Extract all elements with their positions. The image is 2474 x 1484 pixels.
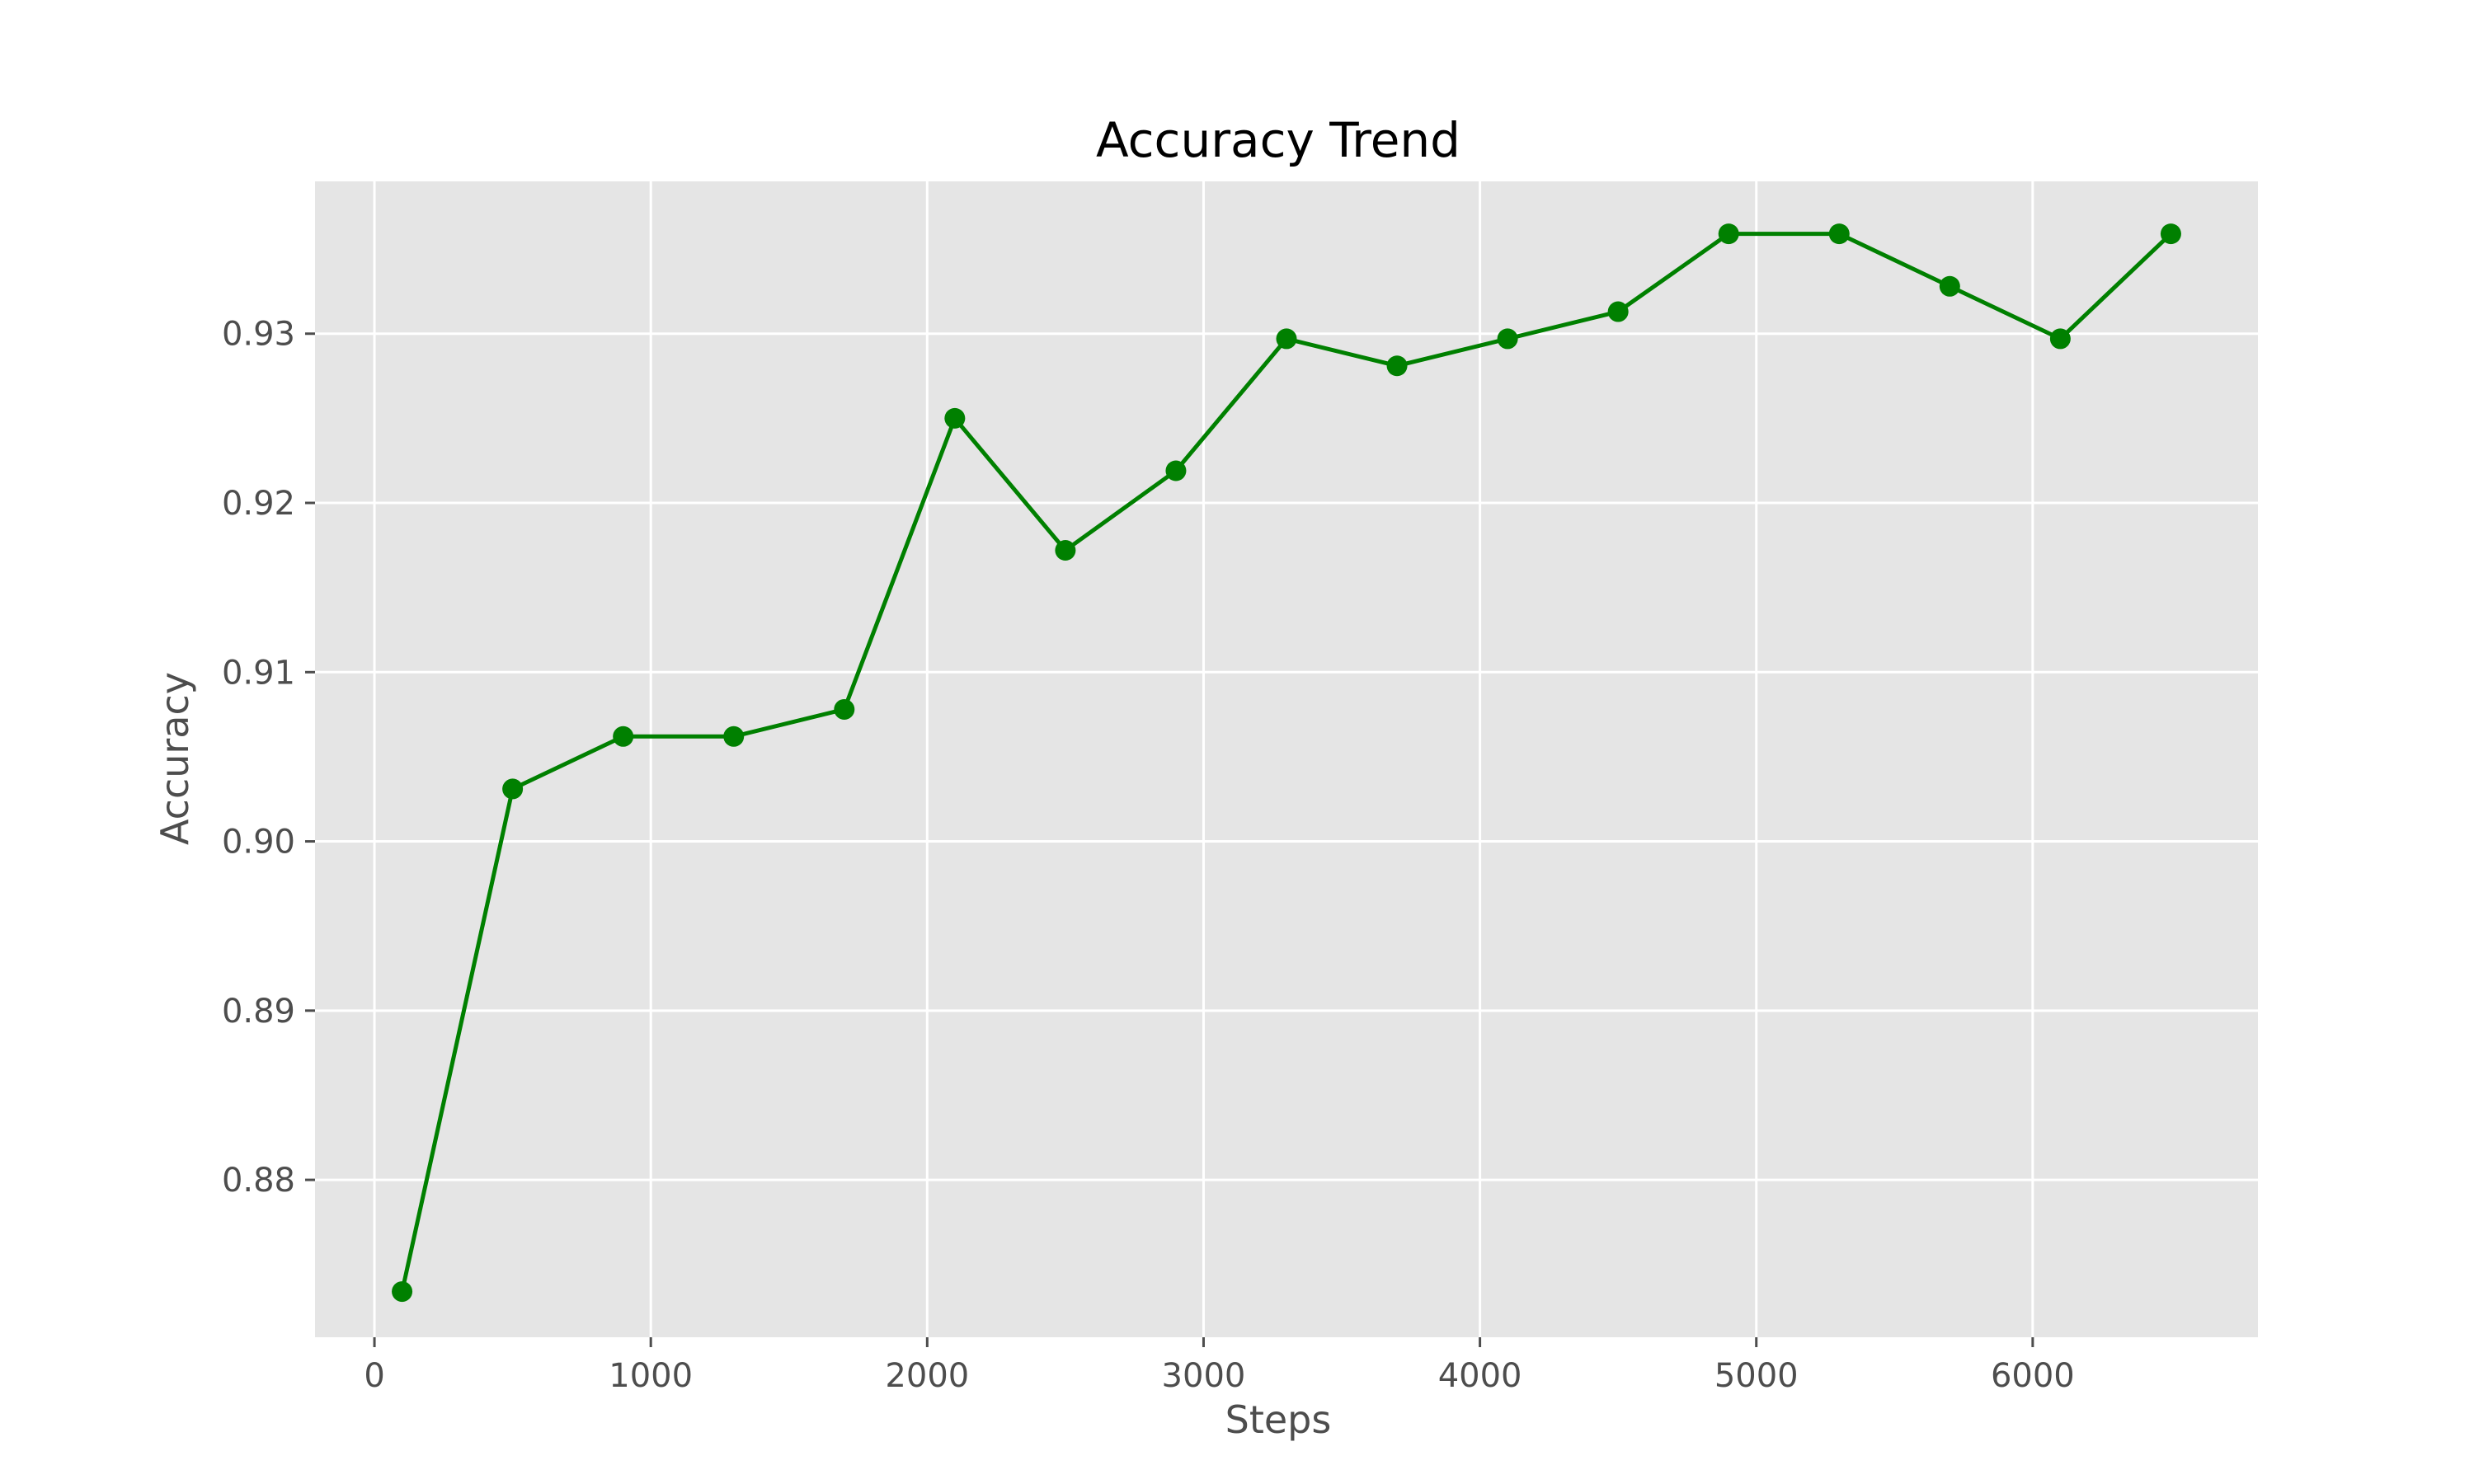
data-point [1055,539,1076,561]
data-point [1386,355,1408,377]
y-tick-label: 0.91 [222,654,295,692]
y-tick-label: 0.90 [222,824,295,862]
plot-area [315,181,2258,1337]
data-point [944,407,966,429]
y-axis-label: Accuracy [153,672,197,845]
x-tick-label: 3000 [1162,1357,1246,1395]
x-tick-label: 2000 [885,1357,969,1395]
data-point [1165,460,1187,481]
data-point [1497,328,1518,350]
x-tick-label: 4000 [1438,1357,1522,1395]
grid-lines [315,181,2258,1337]
y-tick-label: 0.93 [222,316,295,354]
data-point [2049,328,2071,350]
axis-ticks: 0 1000 2000 3000 4000 5000 6000 0.88 0.89 0.90 0.9… [222,316,2075,1395]
y-tick-label: 0.88 [222,1162,295,1200]
data-point [1718,223,1739,245]
data-point [1828,223,1850,245]
data-point [2160,223,2181,245]
y-tick-label: 0.92 [222,485,295,523]
data-point [502,778,524,800]
data-point [613,726,634,747]
x-tick-label: 5000 [1714,1357,1799,1395]
x-tick-label: 0 [364,1357,384,1395]
series-layer [392,223,2181,1303]
data-point [1607,301,1629,322]
x-tick-label: 1000 [609,1357,693,1395]
y-tick-label: 0.89 [222,993,295,1031]
x-tick-label: 6000 [1991,1357,2075,1395]
x-axis-label: Steps [1225,1397,1332,1442]
data-point [723,726,745,747]
chart-title: Accuracy Trend [1096,112,1460,168]
data-point [392,1281,413,1303]
data-point [1939,275,1960,297]
data-point [1276,328,1297,350]
data-point [834,698,855,720]
